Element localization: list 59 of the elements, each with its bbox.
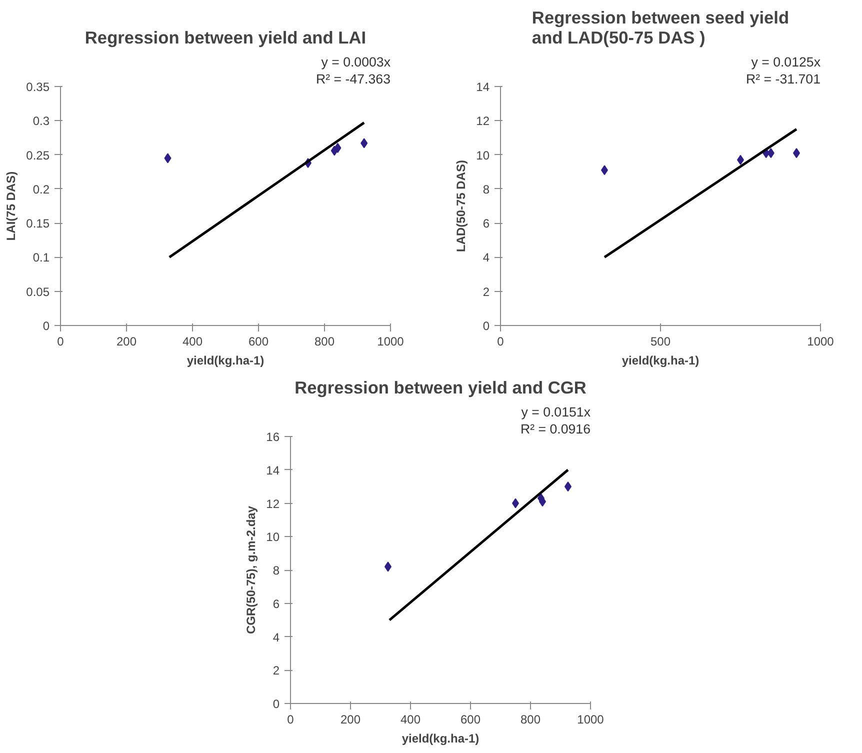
x-tick-label: 1000 <box>577 712 604 726</box>
x-tick-label: 400 <box>400 712 421 726</box>
x-axis-title: yield(kg.ha-1) <box>186 354 264 368</box>
y-tick-label: 0.25 <box>26 148 50 162</box>
chart-title: Regression between seed yield and LAD(50-75 DAS ) <box>532 8 790 48</box>
y-tick-label: 0.35 <box>26 80 50 94</box>
x-tick-label: 800 <box>520 712 541 726</box>
x-tick-label: 600 <box>460 712 481 726</box>
annotation: R² = -47.363 <box>316 72 391 86</box>
y-tick-label: 10 <box>476 148 490 162</box>
y-tick-label: 0 <box>42 319 50 333</box>
text: y = 0.0003x <box>321 54 391 70</box>
x-tick-label: 200 <box>340 712 361 726</box>
annotation: R² = -31.701 <box>746 72 821 86</box>
y-tick-label: 8 <box>482 182 490 196</box>
y-tick-label: 0 <box>272 697 280 711</box>
text: y = 0.0125x <box>751 54 821 70</box>
y-tick-label: 6 <box>272 596 280 611</box>
y-tick-label: 12 <box>476 114 490 128</box>
y-tick-label: 2 <box>482 284 490 299</box>
y-tick-label: 4 <box>272 630 280 644</box>
y-tick-label: 0 <box>482 319 490 333</box>
point <box>164 153 172 164</box>
y-tick-label: 16 <box>266 430 280 444</box>
y-tick-label: 14 <box>476 80 490 94</box>
chart-title: Regression between yield and CGR <box>294 378 587 398</box>
text: y = 0.0151x <box>521 404 591 420</box>
x-tick-label: 1000 <box>377 334 404 348</box>
x-tick-label: 0 <box>497 334 504 348</box>
x-axis-title: yield(kg.ha-1) <box>402 732 480 746</box>
x-tick-label: 600 <box>248 334 269 348</box>
y-tick-label: 0.3 <box>32 114 50 128</box>
point <box>334 142 342 153</box>
x-tick-label: 200 <box>116 334 137 348</box>
x-tick-label: 1000 <box>807 334 834 348</box>
y-tick-label: 0.15 <box>26 216 50 231</box>
y-axis-title: CGR(50-75), g.m-2.day <box>244 506 258 634</box>
y-tick-label: 0.05 <box>26 284 50 299</box>
x-tick-label: 400 <box>182 334 203 348</box>
x-tick-label: 800 <box>314 334 335 348</box>
point <box>767 148 774 158</box>
point <box>360 138 368 148</box>
y-tick-label: 14 <box>266 463 280 478</box>
chart-title: Regression between yield and LAI <box>84 28 366 48</box>
x-tick-label: 0 <box>57 334 64 348</box>
y-tick-label: 0.2 <box>32 182 50 196</box>
x-tick-label: 0 <box>287 712 294 726</box>
y-tick-label: 2 <box>272 664 280 678</box>
y-tick-label: 8 <box>272 564 280 578</box>
x-axis-title: yield(kg.ha-1) <box>622 354 700 368</box>
y-tick-label: 10 <box>266 530 280 544</box>
x-tick-label: 500 <box>650 334 671 348</box>
y-tick-label: 12 <box>266 496 280 511</box>
annotation: R² = 0.0916 <box>520 422 591 436</box>
y-tick-label: 6 <box>482 216 490 231</box>
y-axis-title: LAD(50-75 DAS) <box>454 160 468 252</box>
y-tick-label: 4 <box>482 250 490 265</box>
y-tick-label: 0.1 <box>32 250 50 265</box>
y-axis-title: LAI(75 DAS) <box>4 171 18 241</box>
